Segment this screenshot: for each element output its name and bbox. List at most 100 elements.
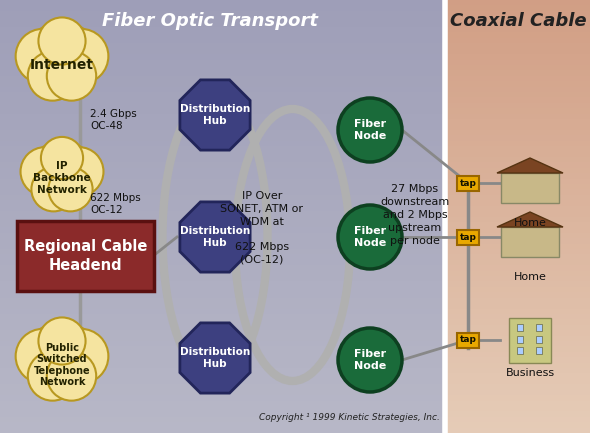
Bar xyxy=(445,254,590,260)
Bar xyxy=(0,11,445,16)
Bar xyxy=(0,135,445,141)
Bar xyxy=(0,0,445,6)
Bar xyxy=(445,71,590,76)
Bar xyxy=(0,103,445,108)
Bar xyxy=(0,162,445,168)
Bar xyxy=(501,173,559,203)
Text: Home: Home xyxy=(513,218,546,228)
Bar xyxy=(0,233,445,238)
Bar xyxy=(445,417,590,422)
Bar xyxy=(501,227,559,257)
Circle shape xyxy=(28,141,96,209)
Bar xyxy=(445,103,590,108)
Bar xyxy=(0,48,445,54)
Text: tap: tap xyxy=(460,336,477,345)
Bar xyxy=(0,298,445,303)
Text: Fiber
Node: Fiber Node xyxy=(354,349,386,371)
Circle shape xyxy=(47,351,96,401)
Bar xyxy=(0,281,445,287)
Bar xyxy=(0,385,445,390)
Circle shape xyxy=(38,17,86,65)
Bar xyxy=(457,333,479,348)
Bar xyxy=(457,229,479,245)
Bar xyxy=(0,346,445,352)
Circle shape xyxy=(338,98,402,162)
Text: Copyright ¹ 1999 Kinetic Strategies, Inc.: Copyright ¹ 1999 Kinetic Strategies, Inc… xyxy=(259,413,440,422)
Bar xyxy=(0,114,445,119)
Bar xyxy=(445,227,590,233)
Bar xyxy=(445,233,590,238)
Text: Internet: Internet xyxy=(30,58,94,72)
Circle shape xyxy=(38,317,86,365)
Bar xyxy=(0,427,445,433)
Bar xyxy=(445,125,590,130)
Bar xyxy=(0,314,445,320)
Bar xyxy=(445,276,590,281)
Bar xyxy=(509,317,551,362)
Bar xyxy=(445,330,590,336)
Bar xyxy=(0,6,445,11)
Bar xyxy=(445,298,590,303)
Bar xyxy=(0,357,445,363)
Bar xyxy=(536,347,542,354)
Bar xyxy=(445,119,590,124)
Bar xyxy=(445,411,590,417)
Circle shape xyxy=(338,205,402,269)
Bar xyxy=(0,417,445,422)
Bar xyxy=(0,195,445,200)
Bar xyxy=(445,65,590,70)
Bar xyxy=(0,81,445,87)
Text: Distribution
Hub: Distribution Hub xyxy=(180,104,250,126)
Bar xyxy=(0,254,445,260)
Bar xyxy=(0,168,445,173)
Bar xyxy=(0,173,445,178)
Text: IP
Backbone
Network: IP Backbone Network xyxy=(33,161,91,195)
Bar xyxy=(445,379,590,385)
Bar xyxy=(0,43,445,49)
Bar xyxy=(445,357,590,363)
Bar xyxy=(445,81,590,87)
Bar xyxy=(0,390,445,395)
Bar xyxy=(0,330,445,336)
Bar xyxy=(445,390,590,395)
Bar xyxy=(445,152,590,157)
Bar xyxy=(536,336,542,343)
Bar xyxy=(445,265,590,271)
Bar xyxy=(445,16,590,22)
Bar xyxy=(445,352,590,357)
Bar xyxy=(0,108,445,114)
Bar xyxy=(445,211,590,216)
Bar xyxy=(445,32,590,38)
Bar xyxy=(516,336,523,343)
Bar xyxy=(445,346,590,352)
Bar xyxy=(0,401,445,406)
Bar xyxy=(445,114,590,119)
Bar xyxy=(445,43,590,49)
Bar xyxy=(445,422,590,428)
Bar xyxy=(445,54,590,60)
Bar xyxy=(445,135,590,141)
Bar xyxy=(0,319,445,325)
Text: Distribution
Hub: Distribution Hub xyxy=(180,347,250,369)
Text: Public
Switched
Telephone
Network: Public Switched Telephone Network xyxy=(34,343,90,388)
Bar xyxy=(0,243,445,249)
Bar xyxy=(0,287,445,292)
Bar xyxy=(445,368,590,373)
Bar xyxy=(445,173,590,178)
Bar xyxy=(0,271,445,276)
Circle shape xyxy=(16,29,70,84)
Bar xyxy=(445,87,590,92)
Text: Coaxial Cable: Coaxial Cable xyxy=(450,12,586,30)
Text: IP Over
SONET, ATM or
WDM at

622 Mbps
(OC-12): IP Over SONET, ATM or WDM at 622 Mbps (O… xyxy=(221,191,303,265)
Bar xyxy=(0,379,445,385)
Circle shape xyxy=(28,351,77,401)
Bar xyxy=(0,76,445,81)
Text: tap: tap xyxy=(460,178,477,187)
Circle shape xyxy=(28,51,77,100)
Circle shape xyxy=(54,29,109,84)
Bar xyxy=(0,352,445,357)
Bar xyxy=(0,27,445,32)
Circle shape xyxy=(47,51,96,100)
Bar xyxy=(445,48,590,54)
Polygon shape xyxy=(497,158,563,173)
